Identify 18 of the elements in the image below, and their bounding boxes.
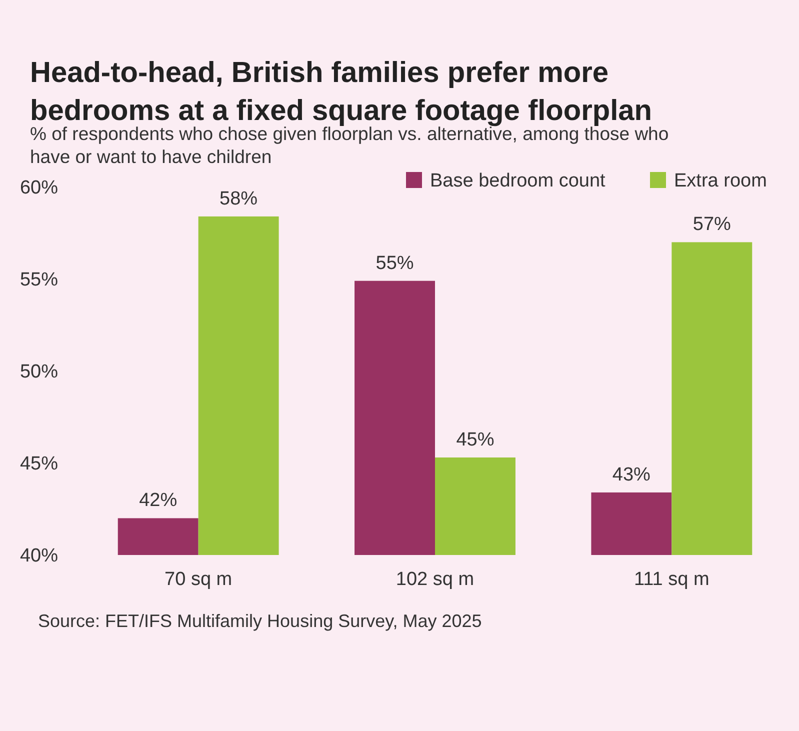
y-tick-label: 45%	[20, 454, 58, 475]
legend-label: Base bedroom count	[430, 170, 606, 192]
data-label: 57%	[692, 214, 732, 236]
y-tick-label: 55%	[20, 270, 58, 291]
x-tick-label: 102 sq m	[396, 569, 474, 590]
chart-title: Head-to-head, British families prefer more bedrooms at a fixed square footage floorplan	[30, 57, 652, 127]
y-tick-label: 50%	[20, 362, 58, 383]
data-label: 55%	[376, 252, 414, 274]
x-tick-label: 70 sq m	[164, 569, 232, 590]
x-tick-label: 111 sq m	[634, 569, 710, 590]
data-label: 45%	[456, 429, 494, 450]
data-label: 42%	[139, 490, 178, 512]
source-note: Source: FET/IFS Multifamily Housing Survey, May 2025	[38, 611, 482, 631]
legend-label: Extra room	[674, 170, 767, 192]
data-label: 43%	[612, 464, 651, 486]
y-tick-label: 40%	[20, 546, 58, 567]
y-tick-label: 60%	[20, 178, 58, 199]
data-label: 58%	[220, 188, 258, 210]
